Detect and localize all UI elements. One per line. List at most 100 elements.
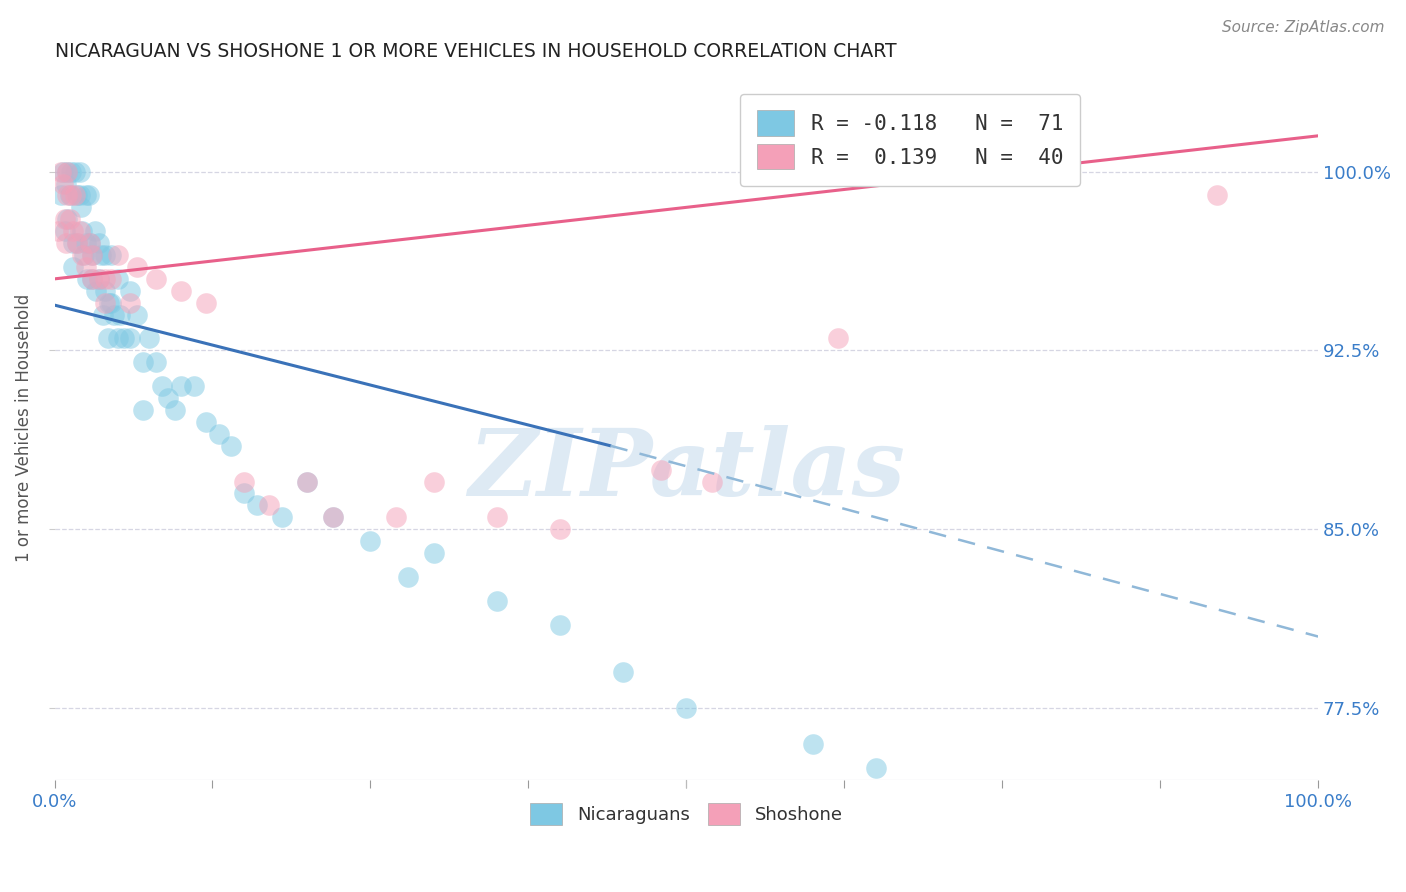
Point bbox=[120, 295, 142, 310]
Point bbox=[125, 260, 148, 274]
Point bbox=[297, 475, 319, 489]
Point bbox=[97, 331, 120, 345]
Point bbox=[145, 272, 167, 286]
Point bbox=[100, 272, 122, 286]
Point bbox=[59, 212, 82, 227]
Legend: Nicaraguans, Shoshone: Nicaraguans, Shoshone bbox=[520, 794, 852, 834]
Point bbox=[84, 224, 107, 238]
Point bbox=[72, 248, 94, 262]
Point bbox=[62, 224, 84, 238]
Point bbox=[59, 188, 82, 202]
Point bbox=[1206, 188, 1229, 202]
Point bbox=[46, 224, 69, 238]
Point bbox=[107, 272, 129, 286]
Point bbox=[79, 236, 101, 251]
Point bbox=[87, 272, 110, 286]
Point bbox=[700, 475, 723, 489]
Y-axis label: 1 or more Vehicles in Household: 1 or more Vehicles in Household bbox=[15, 293, 32, 562]
Point bbox=[233, 475, 256, 489]
Point bbox=[170, 284, 193, 298]
Point bbox=[548, 617, 571, 632]
Point bbox=[79, 236, 101, 251]
Point bbox=[322, 510, 344, 524]
Point bbox=[103, 308, 125, 322]
Point bbox=[132, 355, 155, 369]
Point bbox=[163, 403, 186, 417]
Point bbox=[59, 188, 82, 202]
Point bbox=[145, 355, 167, 369]
Point bbox=[100, 248, 122, 262]
Point bbox=[120, 284, 142, 298]
Point bbox=[63, 164, 86, 178]
Point bbox=[49, 164, 72, 178]
Point bbox=[63, 188, 86, 202]
Point bbox=[94, 295, 117, 310]
Point bbox=[384, 510, 406, 524]
Point bbox=[59, 164, 82, 178]
Point bbox=[801, 737, 824, 751]
Point bbox=[82, 272, 104, 286]
Point bbox=[82, 248, 104, 262]
Point bbox=[548, 522, 571, 536]
Point bbox=[69, 188, 91, 202]
Point bbox=[485, 594, 508, 608]
Point bbox=[84, 284, 107, 298]
Point bbox=[422, 546, 444, 560]
Point bbox=[107, 331, 129, 345]
Point bbox=[94, 284, 117, 298]
Point bbox=[75, 260, 97, 274]
Point bbox=[132, 403, 155, 417]
Point bbox=[271, 510, 294, 524]
Point bbox=[82, 272, 104, 286]
Point bbox=[56, 164, 79, 178]
Point bbox=[49, 188, 72, 202]
Point bbox=[90, 248, 112, 262]
Point bbox=[107, 248, 129, 262]
Point bbox=[56, 212, 79, 227]
Point bbox=[195, 415, 218, 429]
Point bbox=[72, 224, 94, 238]
Point bbox=[865, 761, 887, 775]
Point bbox=[66, 236, 89, 251]
Point bbox=[125, 308, 148, 322]
Point bbox=[82, 248, 104, 262]
Point bbox=[138, 331, 160, 345]
Point bbox=[221, 439, 243, 453]
Point bbox=[52, 164, 75, 178]
Point bbox=[62, 236, 84, 251]
Point bbox=[87, 236, 110, 251]
Point bbox=[53, 212, 76, 227]
Text: Source: ZipAtlas.com: Source: ZipAtlas.com bbox=[1222, 20, 1385, 35]
Point bbox=[827, 331, 849, 345]
Point bbox=[259, 499, 281, 513]
Point bbox=[322, 510, 344, 524]
Point bbox=[195, 295, 218, 310]
Point bbox=[75, 236, 97, 251]
Point bbox=[53, 224, 76, 238]
Point bbox=[396, 570, 419, 584]
Point bbox=[246, 499, 269, 513]
Point bbox=[52, 177, 75, 191]
Point bbox=[87, 272, 110, 286]
Text: NICARAGUAN VS SHOSHONE 1 OR MORE VEHICLES IN HOUSEHOLD CORRELATION CHART: NICARAGUAN VS SHOSHONE 1 OR MORE VEHICLE… bbox=[55, 42, 896, 61]
Point bbox=[97, 295, 120, 310]
Point bbox=[150, 379, 173, 393]
Point bbox=[91, 308, 114, 322]
Point bbox=[62, 260, 84, 274]
Point bbox=[485, 510, 508, 524]
Point bbox=[66, 188, 89, 202]
Point bbox=[70, 200, 93, 214]
Point bbox=[208, 426, 231, 441]
Point bbox=[77, 188, 100, 202]
Point bbox=[297, 475, 319, 489]
Point bbox=[170, 379, 193, 393]
Point bbox=[66, 236, 89, 251]
Point bbox=[75, 188, 97, 202]
Point bbox=[69, 224, 91, 238]
Text: ZIPatlas: ZIPatlas bbox=[468, 425, 905, 515]
Point bbox=[120, 331, 142, 345]
Point bbox=[94, 248, 117, 262]
Point bbox=[650, 462, 672, 476]
Point bbox=[612, 665, 634, 680]
Point bbox=[100, 295, 122, 310]
